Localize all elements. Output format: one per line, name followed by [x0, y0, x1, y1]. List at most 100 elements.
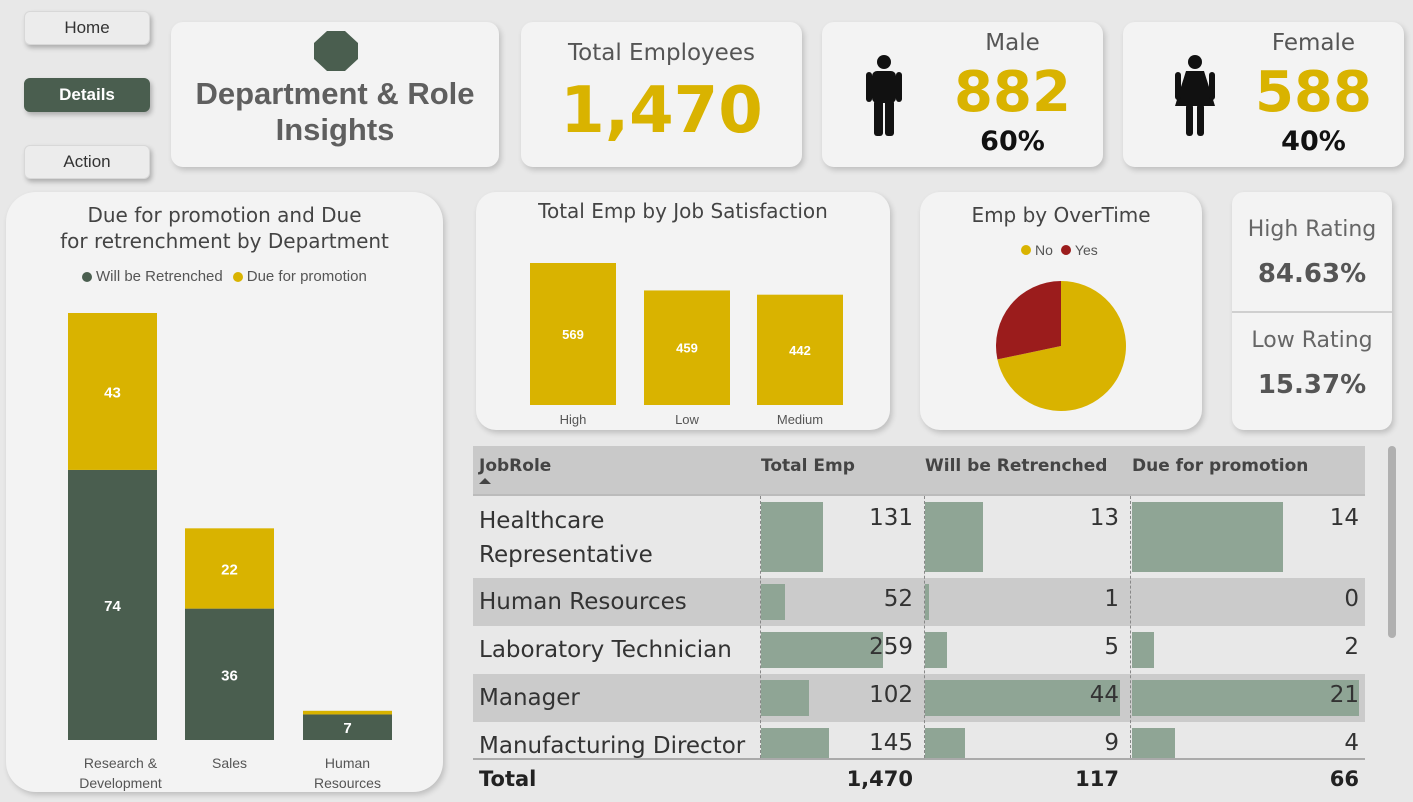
high-rating-label: High Rating	[1247, 217, 1377, 242]
female-person-icon	[1175, 55, 1215, 136]
legend-dot-no	[1021, 245, 1031, 255]
department-chart-card: Due for promotion and Due for retrenchme…	[6, 192, 443, 792]
bar-promotion	[68, 313, 157, 470]
bar-retrenched	[925, 502, 983, 572]
cell-total-emp: 259	[869, 634, 913, 660]
x-tick-label: High	[560, 412, 587, 427]
table-row[interactable]: Manufacturing Director 145 9 4	[473, 722, 1365, 770]
pie-slice-yes	[996, 281, 1061, 360]
cell-promotion: 0	[1344, 586, 1359, 612]
cell-total-emp: 52	[883, 586, 913, 612]
bar-promotion	[1132, 632, 1154, 668]
overtime-legend: No Yes	[1021, 242, 1098, 258]
cell-promotion: 4	[1344, 730, 1359, 756]
female-percent: 40%	[1281, 126, 1346, 157]
x-tick-label: Development	[79, 775, 162, 791]
male-percent: 60%	[980, 126, 1045, 157]
header-will-be-retrenched[interactable]: Will be Retrenched	[925, 456, 1108, 476]
cell-jobrole: Manufacturing Director	[479, 729, 745, 763]
legend-dot-yes	[1060, 245, 1071, 255]
female-label: Female	[1271, 30, 1356, 56]
male-person-icon	[866, 55, 902, 136]
legend-label-promotion: Due for promotion	[246, 268, 367, 285]
legend-dot-retrenched	[82, 271, 92, 282]
cell-promotion: 21	[1329, 682, 1359, 708]
overtime-pie-chart	[996, 281, 1126, 411]
column-divider	[1130, 496, 1131, 758]
table-row[interactable]: Healthcare Representative 131 13 14	[473, 496, 1365, 578]
data-label-retrenched: 36	[221, 667, 238, 684]
job-satisfaction-bar-chart: 569 High 459 Low 442 Medium	[530, 263, 843, 427]
bar-promotion	[1132, 502, 1284, 572]
nav-details-button[interactable]: Details	[24, 78, 150, 112]
cell-jobrole-line1: Laboratory Technician	[479, 637, 732, 663]
department-chart-legend: Will be Retrenched Due for promotion	[82, 268, 367, 285]
octagon-icon	[314, 31, 358, 71]
x-tick-label: Research &	[84, 755, 158, 771]
header-total-emp[interactable]: Total Emp	[761, 456, 855, 476]
cell-jobrole: Laboratory Technician	[479, 633, 732, 667]
x-tick-label: Low	[675, 412, 699, 427]
page-title-line1: Department & Role	[195, 76, 475, 111]
pie-slice-no	[997, 281, 1126, 411]
low-rating-label: Low Rating	[1251, 328, 1373, 353]
data-label: 442	[789, 343, 811, 358]
cell-retrenched: 9	[1104, 730, 1119, 756]
cell-jobrole-line1: Manager	[479, 685, 580, 711]
x-tick-label: Medium	[777, 412, 823, 427]
bar-retrenched	[925, 680, 1120, 716]
x-tick-label: Human	[325, 755, 370, 771]
cell-promotion: 14	[1329, 505, 1359, 531]
job-satisfaction-title: Total Emp by Job Satisfaction	[538, 199, 828, 223]
table-header: JobRole Total Emp Will be Retrenched Due…	[473, 446, 1365, 496]
high-rating-value: 84.63%	[1257, 259, 1367, 289]
ratings-card: High Rating 84.63% Low Rating 15.37%	[1232, 192, 1392, 430]
table-row[interactable]: Manager 102 44 21	[473, 674, 1365, 722]
header-jobrole[interactable]: JobRole	[479, 456, 552, 476]
table-row[interactable]: Laboratory Technician 259 5 2	[473, 626, 1365, 674]
bar-retrenched	[925, 584, 930, 620]
page-title-line2: Insights	[275, 112, 395, 147]
job-satisfaction-card: Total Emp by Job Satisfaction 569 High 459…	[476, 192, 890, 430]
data-label-promotion: 43	[104, 384, 121, 401]
department-chart-title-line2: for retrenchment by Department	[60, 229, 389, 253]
data-label-promotion: 22	[221, 561, 238, 578]
overtime-title: Emp by OverTime	[971, 203, 1151, 227]
legend-dot-promotion	[232, 271, 243, 282]
table-row[interactable]: Human Resources 52 1 0	[473, 578, 1365, 626]
cell-promotion: 2	[1344, 634, 1359, 660]
cell-jobrole-line1: Healthcare	[479, 508, 605, 534]
bar-promotion	[303, 710, 392, 715]
header-due-for-promotion[interactable]: Due for promotion	[1132, 456, 1309, 476]
total-emp-value: 1,470	[846, 767, 913, 791]
bar-total-emp	[761, 502, 823, 572]
bar-retrenched	[925, 632, 948, 668]
data-label: 459	[676, 341, 698, 356]
bar-retrenched	[68, 469, 157, 740]
cell-total-emp: 131	[869, 505, 913, 531]
table-scrollbar[interactable]	[1388, 446, 1396, 638]
male-card: Male 882 60%	[822, 22, 1103, 167]
total-label: Total	[479, 767, 537, 791]
cell-jobrole: Human Resources	[479, 585, 687, 619]
column-divider	[760, 496, 761, 758]
department-stacked-bar-chart: 74 43 Research & Development 36 22 Sales 7 Human…	[68, 313, 392, 791]
sort-ascending-icon[interactable]	[479, 478, 491, 484]
bar-retrenched	[185, 608, 274, 740]
data-label: 569	[562, 327, 584, 342]
table-total-row: Total 1,470 117 66	[473, 758, 1365, 802]
cell-retrenched: 1	[1104, 586, 1119, 612]
cell-retrenched: 13	[1089, 505, 1119, 531]
department-chart-title: Due for promotion and Due for retrenchme…	[6, 202, 443, 254]
total-promotion-value: 66	[1329, 767, 1359, 791]
bar-retrenched	[303, 714, 392, 740]
cell-jobrole-line2: Representative	[479, 542, 653, 568]
nav-home-button[interactable]: Home	[24, 11, 150, 45]
nav-action-button[interactable]: Action	[24, 145, 150, 179]
cell-total-emp: 102	[869, 682, 913, 708]
cell-jobrole: Healthcare Representative	[479, 504, 653, 572]
bar-total-emp	[761, 632, 883, 668]
total-employees-card: Total Employees 1,470	[521, 22, 802, 167]
bar-job-satisfaction	[757, 294, 843, 405]
total-employees-value: 1,470	[560, 74, 763, 148]
